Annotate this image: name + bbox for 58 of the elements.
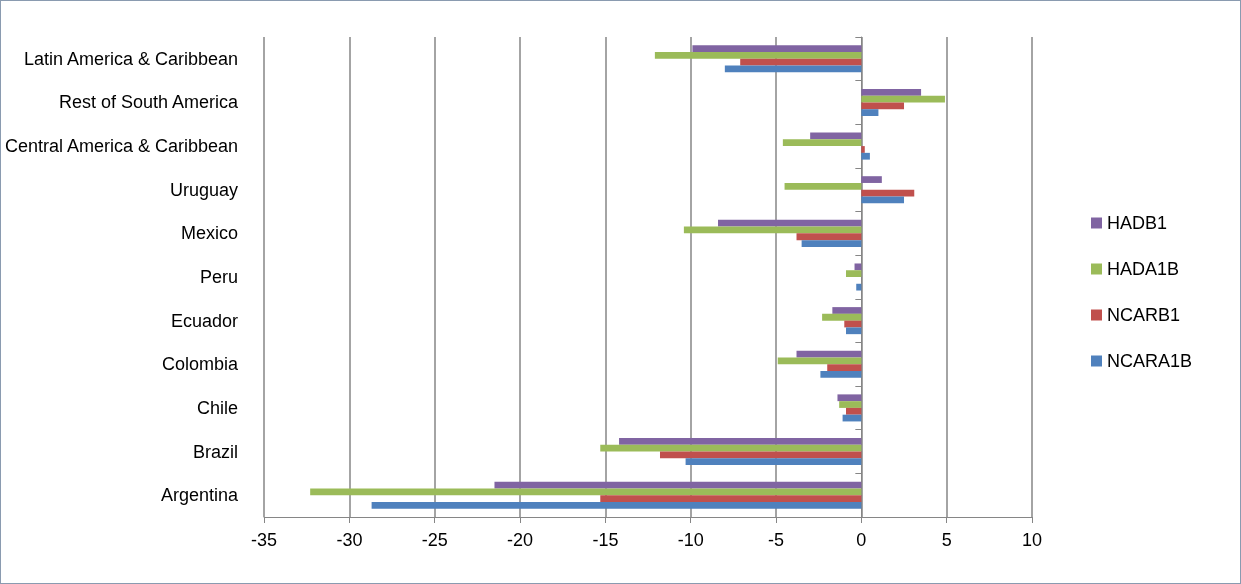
legend-label: NCARB1 [1107,305,1181,325]
bar [600,495,862,502]
x-tick-label: -30 [336,530,363,550]
bar [861,146,865,153]
x-tick-label: -5 [768,530,785,550]
legend-label: HADA1B [1107,259,1180,279]
y-tick-label: Argentina [161,485,240,506]
bar [600,444,862,452]
bar [822,313,862,321]
bar [861,152,870,160]
bar [796,233,862,241]
bar [861,109,879,116]
bar [856,283,862,291]
bar [839,401,862,408]
bar [371,501,862,509]
y-tick-label: Latin America & Caribbean [23,48,239,69]
bar [740,58,862,66]
bar [782,139,862,147]
x-tick-label: -10 [677,530,704,550]
bar [827,364,862,372]
x-tick-label: 10 [1021,530,1043,550]
bar [832,307,862,314]
bar [718,219,862,227]
y-tick-label: Uruguay [170,179,239,200]
bar [619,438,862,445]
bar [861,88,922,96]
y-tick-label: Chile [197,397,239,418]
legend-label: NCARA1B [1107,351,1193,371]
y-tick-label: Mexico [181,223,239,244]
bar [654,52,862,59]
bar [846,327,862,335]
y-tick-label: Peru [200,267,239,287]
x-tick-label: -25 [421,530,448,550]
x-tick-label: -15 [592,530,619,550]
y-tick-label: Ecuador [171,310,239,331]
bar [310,488,862,496]
bar [820,371,862,378]
bar [784,182,862,190]
y-tick-label: Colombia [162,354,240,375]
bar [692,45,862,53]
bar [854,263,862,271]
x-tick-label: -35 [251,530,278,550]
y-tick-label: Brazil [193,441,239,462]
bar [861,196,905,204]
bar [846,270,862,277]
x-tick-label: 0 [856,530,867,550]
bar [846,407,862,415]
x-tick-label: -20 [507,530,534,550]
legend-label: HADB1 [1107,213,1168,233]
bar [837,394,862,402]
bar [801,240,862,247]
y-tick-label: Rest of South America [59,92,240,113]
bar [861,176,882,183]
bar [861,102,905,110]
y-tick-label: Central America & Caribbean [4,136,239,157]
bar [685,458,862,466]
x-tick-label: 5 [941,530,952,550]
bar [796,350,862,358]
